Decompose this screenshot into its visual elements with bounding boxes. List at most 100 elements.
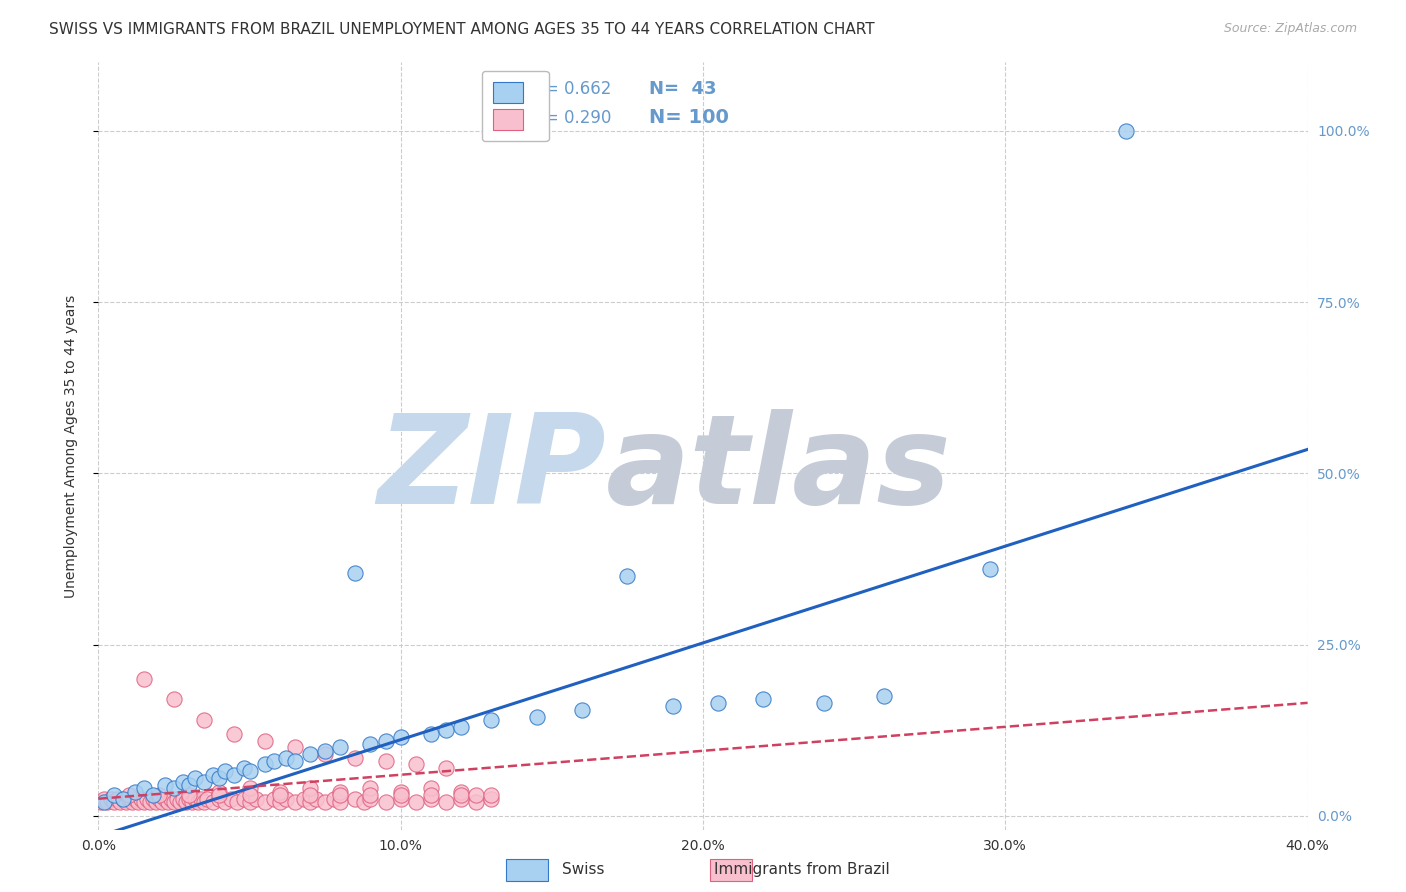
Point xyxy=(405,795,427,809)
Point xyxy=(1115,124,1137,138)
Point xyxy=(329,795,352,809)
Point xyxy=(208,791,231,805)
Point xyxy=(329,785,352,799)
Point xyxy=(142,791,165,805)
Text: atlas: atlas xyxy=(606,409,952,530)
Point xyxy=(239,795,262,809)
Point xyxy=(305,791,328,805)
Point xyxy=(193,774,215,789)
Point xyxy=(329,789,352,803)
Point xyxy=(202,768,225,782)
Point xyxy=(181,795,204,809)
Point xyxy=(360,789,382,803)
Point xyxy=(184,791,207,805)
Y-axis label: Unemployment Among Ages 35 to 44 years: Unemployment Among Ages 35 to 44 years xyxy=(63,294,77,598)
Point xyxy=(169,795,191,809)
Point xyxy=(195,791,218,805)
Point xyxy=(450,785,472,799)
Point xyxy=(124,785,146,799)
Point xyxy=(127,795,149,809)
Point xyxy=(111,791,134,805)
Text: ZIP: ZIP xyxy=(378,409,606,530)
Point xyxy=(979,562,1001,576)
Point xyxy=(360,737,382,751)
Point xyxy=(450,791,472,805)
Point xyxy=(571,703,593,717)
Point xyxy=(389,730,412,744)
Point xyxy=(153,791,176,805)
Point xyxy=(323,791,346,805)
Point xyxy=(103,795,125,809)
Point xyxy=(145,795,167,809)
Point xyxy=(374,733,396,747)
Point xyxy=(214,795,236,809)
Point xyxy=(108,795,131,809)
Point xyxy=(184,771,207,785)
Point xyxy=(172,791,194,805)
Point xyxy=(284,740,307,755)
Point xyxy=(752,692,775,706)
Point xyxy=(253,795,276,809)
Point xyxy=(93,795,115,809)
Point xyxy=(129,791,152,805)
Point xyxy=(616,569,638,583)
Text: Swiss: Swiss xyxy=(562,863,605,877)
Point xyxy=(374,754,396,768)
Point xyxy=(434,761,457,775)
Point xyxy=(142,789,165,803)
Text: Source: ZipAtlas.com: Source: ZipAtlas.com xyxy=(1223,22,1357,36)
Point xyxy=(179,789,201,803)
Point xyxy=(434,795,457,809)
Point xyxy=(299,795,322,809)
Point xyxy=(153,778,176,792)
Point xyxy=(389,789,412,803)
Point xyxy=(187,795,209,809)
Point xyxy=(481,789,503,803)
Point xyxy=(239,764,262,779)
Point xyxy=(202,795,225,809)
Point xyxy=(661,699,683,714)
Point xyxy=(299,789,322,803)
Point xyxy=(405,757,427,772)
Point xyxy=(121,795,143,809)
Point xyxy=(174,795,197,809)
Point xyxy=(105,791,128,805)
Point xyxy=(420,781,443,796)
Point xyxy=(374,795,396,809)
Point xyxy=(263,791,285,805)
Point xyxy=(150,795,173,809)
Point xyxy=(420,726,443,740)
Point xyxy=(166,791,188,805)
Point xyxy=(226,795,249,809)
Point xyxy=(245,791,267,805)
Point xyxy=(224,726,246,740)
Point xyxy=(214,764,236,779)
Point xyxy=(193,795,215,809)
Point xyxy=(465,795,488,809)
Point xyxy=(284,795,307,809)
Point xyxy=(481,791,503,805)
Point xyxy=(269,785,291,799)
Point xyxy=(481,713,503,727)
Point xyxy=(148,791,170,805)
Point xyxy=(135,791,157,805)
Point xyxy=(389,791,412,805)
Point xyxy=(132,781,155,796)
Point xyxy=(208,785,231,799)
Point xyxy=(707,696,730,710)
Point xyxy=(179,778,201,792)
Point xyxy=(465,789,488,803)
Point xyxy=(224,768,246,782)
Point xyxy=(314,795,336,809)
Point xyxy=(269,789,291,803)
Point xyxy=(450,789,472,803)
Text: N=  43: N= 43 xyxy=(648,79,716,97)
Point xyxy=(232,761,254,775)
Point xyxy=(873,689,896,703)
Point xyxy=(253,757,276,772)
Point xyxy=(314,747,336,762)
Point xyxy=(132,672,155,686)
Point xyxy=(360,781,382,796)
Point xyxy=(100,791,122,805)
Point xyxy=(299,781,322,796)
